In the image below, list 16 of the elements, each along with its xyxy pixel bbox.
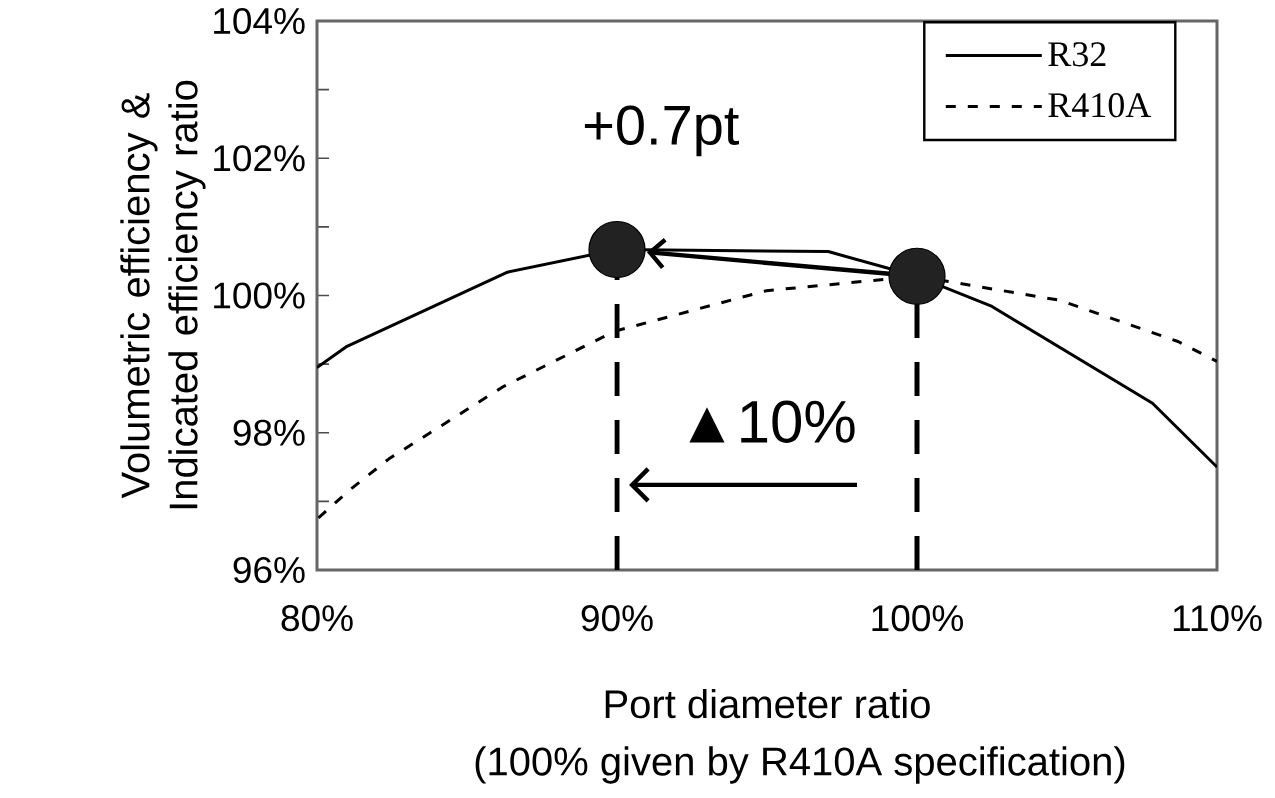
y-tick-label: 98% bbox=[233, 419, 305, 446]
y-tick-label: 100% bbox=[214, 282, 305, 309]
annotation: +0.7pt bbox=[584, 105, 740, 157]
x-tick-label: 80% bbox=[281, 605, 353, 632]
x-tick-label: 110% bbox=[1173, 605, 1262, 632]
annotation: ▲10% bbox=[689, 400, 855, 444]
y-tick-label: 104% bbox=[214, 7, 305, 35]
y-tick-label: 102% bbox=[214, 145, 305, 172]
y-axis-title: Volumetric efficiency & Indicated efficiency ratio bbox=[120, 80, 206, 509]
x-tick-label: 100% bbox=[872, 605, 963, 632]
x-axis-title: Port diameter ratio bbox=[605, 688, 930, 719]
text: (100% given by R410A specification) bbox=[475, 746, 1125, 784]
x-tick-label: 90% bbox=[581, 605, 653, 632]
legend-label: R32 bbox=[1048, 42, 1106, 67]
legend-label: R410A bbox=[1048, 93, 1152, 118]
y-tick-label: 96% bbox=[233, 556, 305, 584]
